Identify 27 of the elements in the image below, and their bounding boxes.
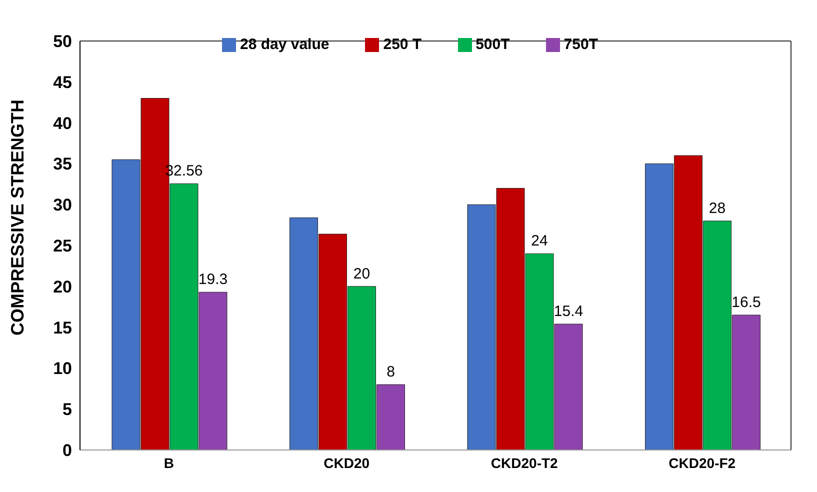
- y-tick-label: 50: [53, 32, 72, 52]
- x-tick-label: B: [164, 454, 174, 471]
- y-tick-label: 5: [62, 400, 72, 420]
- data-label: 24: [531, 232, 548, 250]
- y-tick-label: 40: [53, 114, 72, 133]
- data-label: 8: [386, 364, 395, 381]
- legend-label: 28 day value: [240, 36, 330, 53]
- data-label: 16.5: [732, 294, 761, 312]
- y-tick-label: 15: [53, 318, 72, 338]
- y-tick-label: 25: [53, 236, 72, 256]
- data-label: 28: [708, 200, 726, 217]
- legend-label: 500T: [476, 36, 510, 53]
- y-tick-label: 45: [53, 72, 72, 92]
- y-tick-label: 10: [53, 359, 72, 378]
- y-axis-title: COMPRESSIVE STRENGTH: [7, 99, 28, 336]
- data-label: 20: [353, 265, 370, 282]
- y-tick-label: 0: [62, 441, 72, 460]
- x-tick-label: CKD20-T2: [490, 454, 558, 471]
- data-label: 15.4: [554, 303, 584, 320]
- legend-label: 250 T: [383, 36, 422, 53]
- y-tick-label: 20: [53, 277, 72, 296]
- y-tick-label: 30: [53, 196, 72, 215]
- legend-label: 750T: [564, 36, 598, 53]
- x-tick-label: CKD20: [324, 454, 370, 471]
- y-tick-label: 35: [53, 154, 72, 174]
- x-tick-label: CKD20-F2: [668, 454, 736, 471]
- data-label: 19.3: [198, 271, 228, 288]
